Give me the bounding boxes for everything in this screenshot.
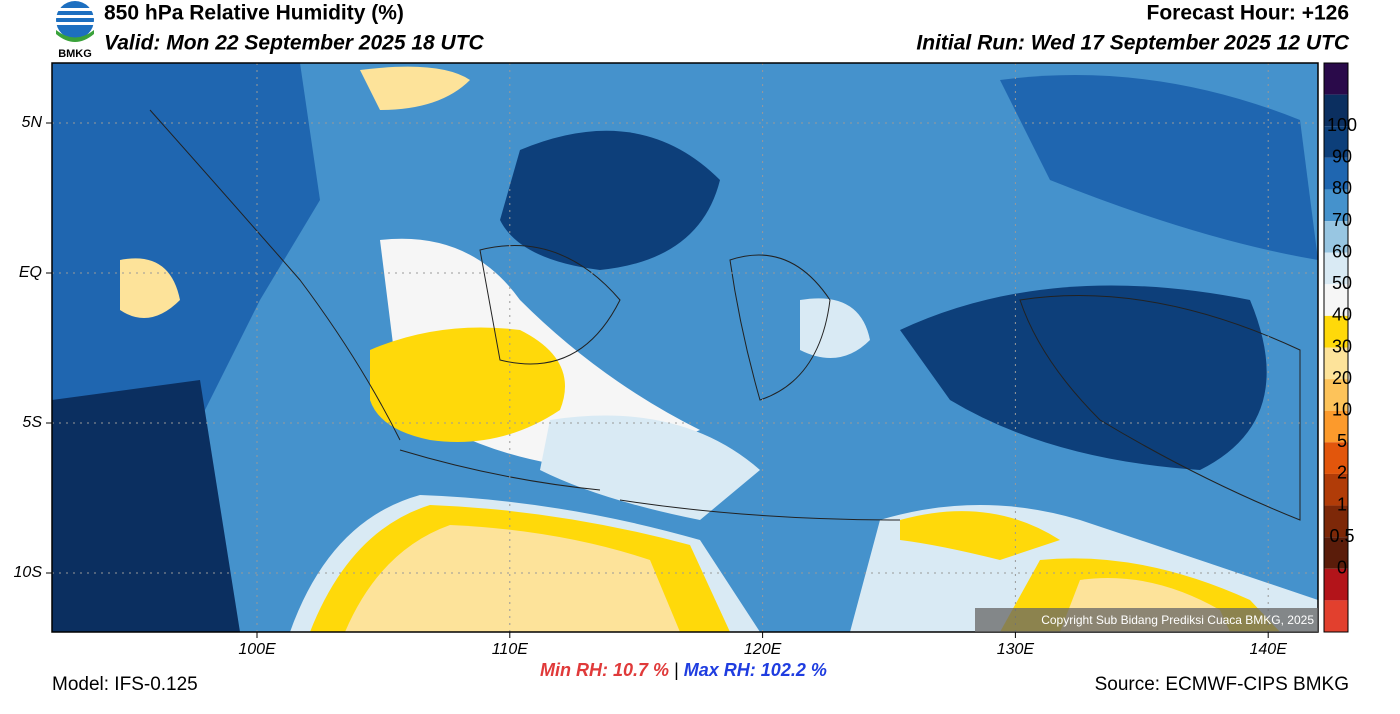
- colorbar-label: 5: [1337, 431, 1347, 451]
- colorbar-label: 100: [1327, 115, 1357, 135]
- colorbar-label: 20: [1332, 368, 1352, 388]
- lon-label: 100E: [238, 641, 276, 658]
- lon-label: 130E: [997, 641, 1035, 658]
- colorbar-box: [1324, 221, 1348, 253]
- colorbar-box: [1324, 410, 1348, 443]
- colorbar-label: 2: [1337, 463, 1347, 483]
- colorbar-box: [1324, 537, 1348, 569]
- colorbar-box: [1324, 157, 1348, 190]
- lat-label: 5S: [22, 414, 42, 431]
- map-frame: [51, 62, 1319, 633]
- min-rh: 10.7 %: [613, 660, 669, 680]
- colorbar-box: [1324, 442, 1348, 474]
- graticule: [46, 63, 1318, 638]
- rh-summary: Min RH: 10.7 % | Max RH: 102.2 %: [540, 660, 827, 680]
- colorbar-box: [1324, 63, 1348, 95]
- colorbar-box: [1324, 347, 1348, 380]
- colorbar-box: [1324, 315, 1348, 348]
- map-title: 850 hPa Relative Humidity (%): [104, 2, 404, 25]
- min-rh-label: Min RH:: [540, 660, 608, 680]
- model: Model: IFS-0.125: [52, 674, 198, 695]
- colorbar-box: [1324, 568, 1348, 601]
- colorbar-box: [1324, 189, 1348, 222]
- lon-label: 120E: [744, 641, 782, 658]
- colorbar-box: [1324, 379, 1348, 411]
- colorbar-box: [1324, 505, 1348, 538]
- colorbar-label: 40: [1332, 305, 1352, 325]
- max-rh: 102.2 %: [761, 660, 827, 680]
- bmkg-logo: [56, 1, 94, 42]
- humidity-field: [52, 63, 1318, 632]
- colorbar-label: 0.5: [1329, 526, 1354, 546]
- colorbar-label: 30: [1332, 336, 1352, 356]
- valid-time: Valid: Mon 22 September 2025 18 UTC: [104, 32, 485, 55]
- coastlines: [149, 109, 1301, 521]
- lon-label: 140E: [1250, 641, 1288, 658]
- colorbar-frame: [1323, 62, 1349, 633]
- colorbar-box: [1324, 94, 1348, 127]
- logo-text: BMKG: [58, 48, 92, 60]
- colorbar: [1323, 62, 1349, 633]
- colorbar-label: 90: [1332, 147, 1352, 167]
- copyright: Copyright Sub Bidang Prediksi Cuaca BMKG…: [1041, 613, 1314, 627]
- colorbar-label: 50: [1332, 273, 1352, 293]
- colorbar-label: 60: [1332, 241, 1352, 261]
- forecast-hour: Forecast Hour: +126: [1147, 2, 1350, 25]
- initial-run: Initial Run: Wed 17 September 2025 12 UT…: [916, 32, 1349, 55]
- colorbar-box: [1324, 473, 1348, 506]
- colorbar-label: 1: [1337, 494, 1347, 514]
- colorbar-box: [1324, 600, 1348, 632]
- lon-label: 110E: [492, 641, 529, 658]
- colorbar-box: [1324, 252, 1348, 285]
- colorbar-box: [1324, 126, 1348, 158]
- source: Source: ECMWF-CIPS BMKG: [1095, 674, 1349, 695]
- colorbar-label: 10: [1332, 399, 1352, 419]
- colorbar-label: 80: [1332, 178, 1352, 198]
- max-rh-label: Max RH:: [684, 660, 756, 680]
- separator: |: [674, 660, 679, 680]
- copyright-box: [975, 608, 1318, 632]
- colorbar-box: [1324, 284, 1348, 316]
- lat-label: 5N: [22, 114, 43, 131]
- lat-label: EQ: [19, 264, 42, 281]
- lat-label: 10S: [14, 564, 43, 581]
- colorbar-label: 70: [1332, 210, 1352, 230]
- colorbar-label: 0: [1337, 558, 1347, 578]
